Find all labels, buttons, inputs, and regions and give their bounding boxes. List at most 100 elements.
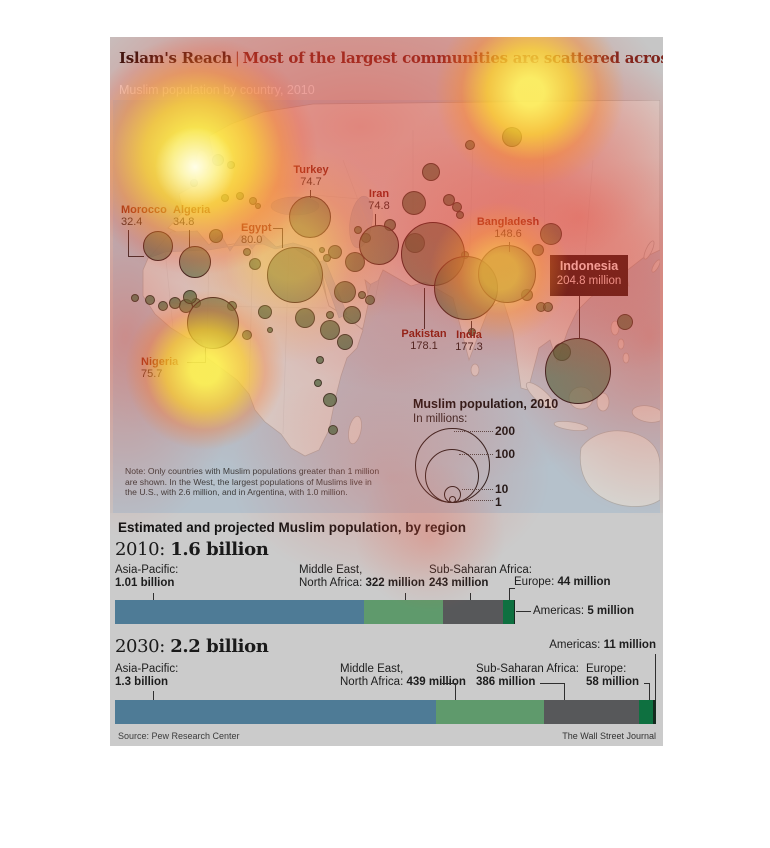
country-label-bangladesh: Bangladesh 148.6	[469, 216, 547, 240]
country-label-nigeria: Nigeria 75.7	[141, 356, 178, 380]
leader-line	[516, 611, 531, 612]
leader-line	[509, 588, 510, 600]
legend-circle-1	[448, 496, 456, 503]
country-name: India	[456, 329, 482, 341]
country-value: 148.6	[494, 228, 522, 240]
label-2010-europe-value: 44 million	[557, 576, 611, 588]
label-2030-ssa-line1: Sub-Saharan Africa:	[476, 663, 579, 675]
map-subtitle: Muslim population by country, 2010	[119, 83, 315, 97]
heading-2030-year: 2030:	[115, 636, 165, 657]
label-2010-asia-pacific: Asia-Pacific: 1.01 billion	[115, 564, 178, 589]
country-value: 34.8	[173, 216, 195, 228]
regions-heading: Estimated and projected Muslim populatio…	[118, 520, 467, 535]
map-labels-layer: Pakistan 178.1 India 177.3 Bangladesh 148.6 Eg…	[113, 100, 660, 513]
bar-segment-2030-sub-saharan-africa	[543, 700, 639, 724]
label-2030-americas-value: 11 million	[603, 639, 656, 651]
label-2030-europe: Europe: 58 million	[586, 663, 639, 688]
country-name: Nigeria	[141, 356, 179, 368]
note-line-3: the U.S., with 2.6 million, and in Argen…	[125, 487, 348, 498]
title-rest: Most of the largest communities are scat…	[242, 49, 663, 67]
bar-segment-2030-europe	[638, 700, 654, 724]
country-name: Iran	[368, 188, 390, 200]
leader-line	[655, 654, 656, 701]
bar-segment-2030-asia-pacific	[115, 700, 436, 724]
indonesia-callout-value: 204.8 million	[556, 275, 622, 287]
country-label-morocco: Morocco 32.4	[121, 204, 167, 228]
country-label-iran: Iran 74.8	[351, 188, 407, 212]
publication-credit: The Wall Street Journal	[562, 731, 656, 741]
label-2010-americas-prefix: Americas:	[533, 605, 588, 617]
label-2010-mena-prefix: North Africa:	[299, 576, 366, 589]
bar-segment-2030-middle-east-north-africa	[435, 700, 544, 724]
heading-2030-total: 2.2 billion	[170, 636, 269, 657]
label-2010-europe-prefix: Europe:	[514, 576, 558, 588]
label-2010-mena-line2: North Africa: 322 million	[299, 577, 425, 590]
legend-leader-100	[459, 454, 493, 455]
country-name: Egypt	[241, 222, 272, 234]
label-2030-mena-value: 439 million	[406, 675, 466, 688]
label-2010-americas: Americas: 5 million	[533, 605, 634, 618]
country-name: Morocco	[121, 204, 167, 216]
label-2010-americas-value: 5 million	[587, 605, 634, 617]
label-2030-ssa-value: 386 million	[476, 675, 536, 688]
legend-value-200: 200	[495, 424, 516, 438]
label-2030-mena-prefix: North Africa:	[340, 675, 407, 688]
leader-line	[442, 683, 455, 684]
leader-line	[649, 683, 650, 701]
regions-section: Estimated and projected Muslim populatio…	[110, 513, 663, 746]
country-name: Bangladesh	[476, 216, 540, 228]
note-line-1: Note: Only countries with Muslim populat…	[125, 466, 380, 476]
label-2010-ap-value: 1.01 billion	[115, 576, 175, 589]
stacked-bar-2030	[115, 700, 656, 724]
stacked-bar-2010	[115, 600, 516, 624]
label-2030-americas-prefix: Americas:	[549, 639, 604, 651]
title-separator: |	[234, 49, 240, 67]
label-2030-europe-line1: Europe:	[586, 663, 627, 675]
leader-line	[564, 683, 565, 701]
country-label-turkey: Turkey 74.7	[283, 164, 339, 188]
bar-segment-2010-asia-pacific	[115, 600, 365, 624]
label-2030-americas: Americas: 11 million	[490, 639, 656, 652]
country-value: 74.7	[300, 176, 322, 188]
legend-subtitle: In millions:	[413, 413, 468, 425]
leader-line	[540, 683, 564, 684]
country-name: Turkey	[293, 164, 329, 176]
label-2010-ap-line1: Asia-Pacific:	[115, 564, 179, 576]
heading-2010: 2010: 1.6 billion	[115, 539, 269, 560]
label-2030-mena: Middle East, North Africa: 439 million	[340, 663, 466, 688]
leader-line	[455, 683, 456, 701]
heading-2010-year: 2010:	[115, 539, 165, 560]
country-value: 32.4	[121, 216, 143, 228]
world-map: Pakistan 178.1 India 177.3 Bangladesh 148.6 Eg…	[113, 100, 660, 513]
label-2030-mena-line2: North Africa: 439 million	[340, 676, 466, 689]
note-line-2: are shown. In the West, the largest popu…	[125, 476, 372, 487]
heading-2030: 2030: 2.2 billion	[115, 636, 269, 657]
label-2010-ssa-line1: Sub-Saharan Africa:	[429, 564, 532, 576]
country-value: 75.7	[141, 368, 163, 380]
label-2010-mena-value: 322 million	[365, 576, 425, 589]
indonesia-callout-name: Indonesia	[559, 259, 619, 273]
legend-title: Muslim population, 2010	[413, 397, 559, 411]
label-2010-mena: Middle East, North Africa: 322 million	[299, 564, 425, 589]
map-note: Note: Only countries with Muslim populat…	[125, 466, 379, 498]
heading-2010-total: 1.6 billion	[170, 539, 269, 560]
bar-segment-2030-americas	[653, 700, 656, 724]
country-value: 80.0	[241, 234, 263, 246]
bar-segment-2010-sub-saharan-africa	[443, 600, 504, 624]
legend-value-100: 100	[495, 447, 516, 461]
legend-value-1: 1	[495, 495, 502, 509]
bar-segment-2010-middle-east-north-africa	[364, 600, 444, 624]
indonesia-callout: Indonesia 204.8 million	[550, 255, 628, 296]
label-2030-ap-line1: Asia-Pacific:	[115, 663, 179, 675]
label-2010-ssa-value: 243 million	[429, 576, 489, 589]
page-title: Islam's Reach | Most of the largest commun…	[119, 49, 663, 67]
country-value: 74.8	[368, 200, 390, 212]
label-2030-mena-line1: Middle East,	[340, 663, 404, 675]
country-value: 177.3	[455, 341, 483, 353]
source-credit: Source: Pew Research Center	[118, 731, 240, 741]
legend-leader-1	[457, 500, 493, 501]
legend-leader-200	[454, 431, 493, 432]
label-2030-europe-value: 58 million	[586, 675, 640, 688]
bar-segment-2010-europe	[503, 600, 515, 624]
label-2030-asia-pacific: Asia-Pacific: 1.3 billion	[115, 663, 178, 688]
